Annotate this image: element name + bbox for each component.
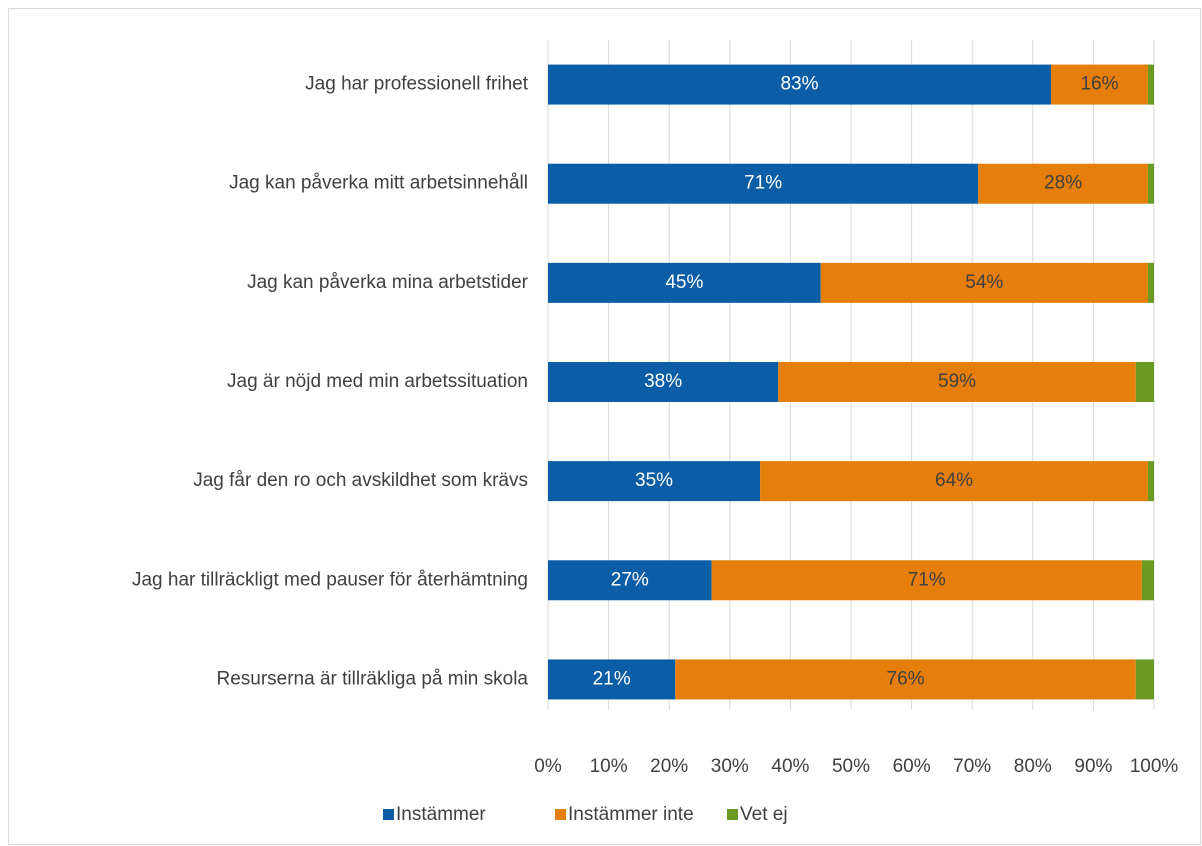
x-tick-label: 70% <box>953 756 991 777</box>
bar-segment <box>711 560 1142 601</box>
x-tick-label: 10% <box>590 756 628 777</box>
x-tick-label: 100% <box>1130 756 1179 777</box>
bar-segment <box>1135 659 1154 700</box>
data-label: 38% <box>644 371 682 392</box>
data-label: 45% <box>665 272 703 293</box>
bar-segment <box>675 659 1136 700</box>
y-tick-label: Jag är nöjd med min arbetssituation <box>227 371 528 392</box>
y-tick-label: Resurserna är tillräkliga på min skola <box>216 668 528 689</box>
data-label: 16% <box>1080 74 1118 95</box>
legend-swatch <box>555 809 566 820</box>
x-tick-label: 90% <box>1074 756 1112 777</box>
x-tick-label: 50% <box>832 756 870 777</box>
bar-segment <box>1147 64 1154 105</box>
legend-swatch <box>383 809 394 820</box>
bar-segment <box>548 163 979 204</box>
bar-segment <box>548 262 821 303</box>
data-label: 76% <box>887 668 925 689</box>
x-tick-label: 80% <box>1014 756 1052 777</box>
x-tick-label: 40% <box>771 756 809 777</box>
legend-label: Instämmer inte <box>568 804 694 825</box>
bar-segment <box>760 461 1148 502</box>
bar-segment <box>548 461 761 502</box>
y-tick-label: Jag får den ro och avskildhet som krävs <box>193 470 528 491</box>
bar-segment <box>820 262 1148 303</box>
data-label: 35% <box>635 470 673 491</box>
x-tick-label: 60% <box>893 756 931 777</box>
bar-segment <box>1050 64 1148 105</box>
bar-segment <box>548 560 712 601</box>
bar-segment <box>778 362 1136 402</box>
bar-segment <box>548 64 1051 105</box>
y-tick-label: Jag kan påverka mitt arbetsinnehåll <box>229 173 528 194</box>
y-tick-label: Jag har tillräckligt med pauser för åter… <box>132 569 528 590</box>
legend-label: Instämmer <box>396 804 486 825</box>
data-label: 71% <box>908 569 946 590</box>
bar-segment <box>1141 560 1154 601</box>
data-label: 59% <box>938 371 976 392</box>
data-label: 71% <box>744 173 782 194</box>
y-tick-label: Jag kan påverka mina arbetstider <box>247 272 529 293</box>
legend-label: Vet ej <box>740 804 788 825</box>
data-label: 27% <box>611 569 649 590</box>
data-label: 83% <box>780 74 818 95</box>
bar-segment <box>548 659 676 700</box>
bar-segment <box>1147 461 1154 502</box>
bar-segment <box>978 163 1148 204</box>
y-tick-label: Jag har professionell frihet <box>305 74 529 95</box>
bar-segment <box>1147 163 1154 204</box>
data-label: 28% <box>1044 173 1082 194</box>
bar-segment <box>548 362 779 402</box>
legend-swatch <box>727 809 738 820</box>
bar-segment <box>1135 362 1154 402</box>
data-label: 64% <box>935 470 973 491</box>
x-tick-label: 30% <box>711 756 749 777</box>
x-tick-label: 0% <box>534 756 562 777</box>
data-label: 21% <box>593 668 631 689</box>
data-label: 54% <box>965 272 1003 293</box>
chart-frame <box>8 8 1201 845</box>
x-tick-label: 20% <box>650 756 688 777</box>
bar-segment <box>1147 262 1154 303</box>
